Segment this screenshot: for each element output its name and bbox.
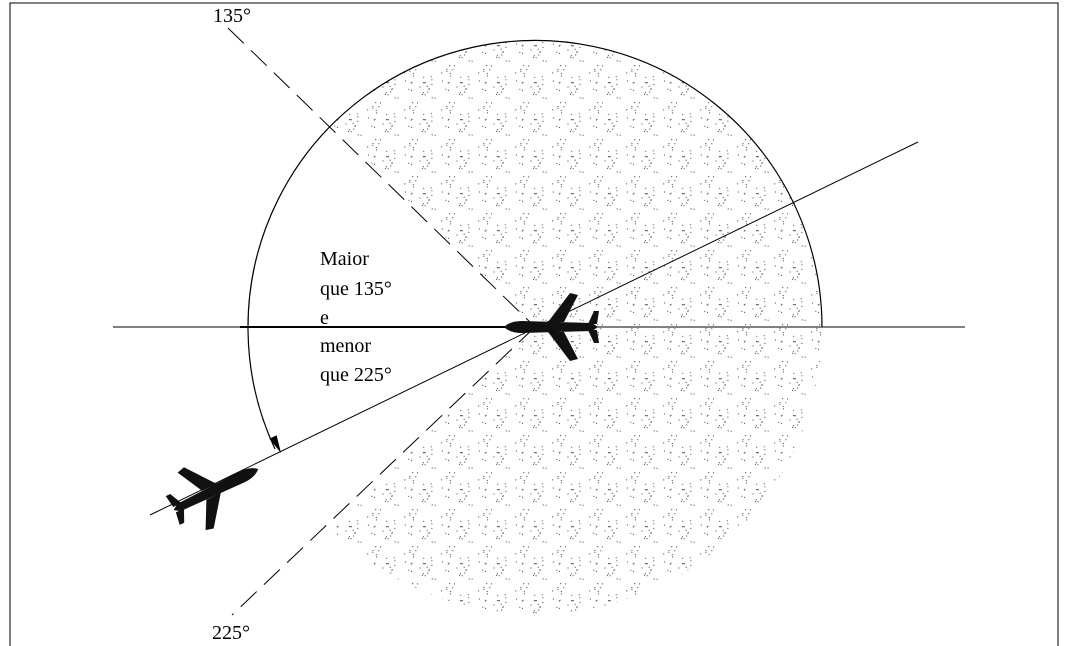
dashed-line-135: [227, 27, 536, 328]
sector-label-line: que 225°: [320, 364, 392, 386]
angle-label: 225°: [212, 622, 250, 644]
sector-label-line: e: [320, 307, 329, 329]
aircraft-center: [504, 293, 599, 361]
aircraft-left: [165, 467, 259, 531]
sector-label-line: menor: [320, 335, 371, 357]
frame: [9, 2, 1059, 646]
sector-label: Maior que 135° e menor que 225°: [320, 248, 392, 386]
sector-label-line: Maior: [320, 248, 369, 270]
angle-label: 135°: [213, 5, 251, 27]
arc: [247, 39, 823, 450]
arrowhead: [269, 435, 281, 453]
sector-label-line: que 135°: [320, 278, 392, 300]
dashed-line-225: [231, 326, 536, 616]
